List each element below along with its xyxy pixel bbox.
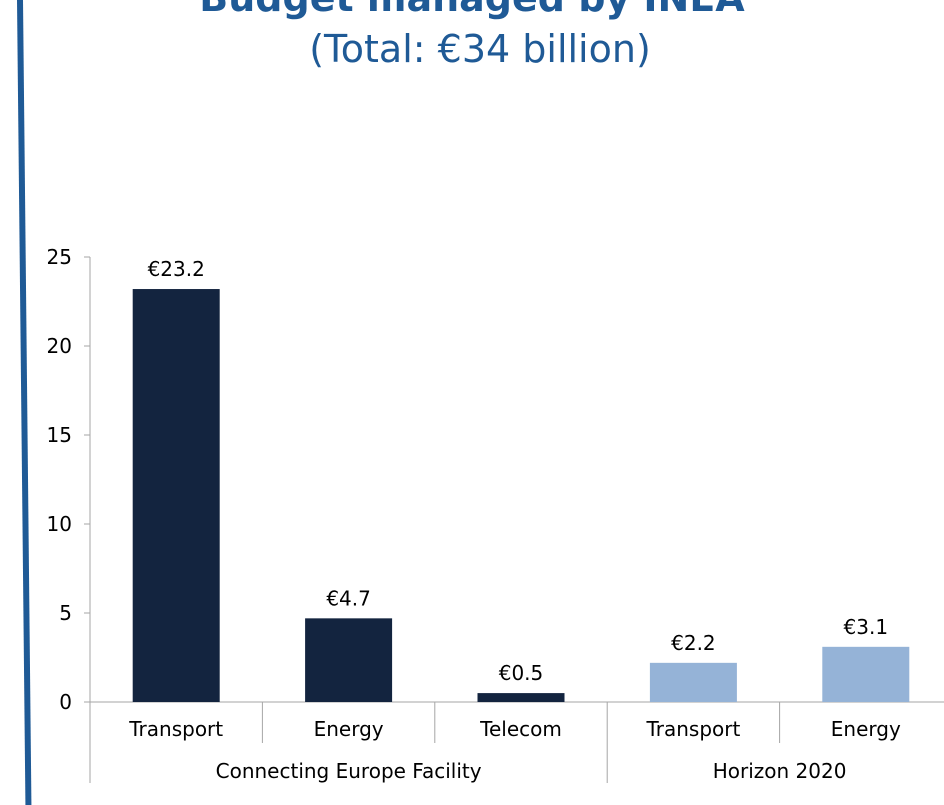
data-label: €0.5 (499, 661, 544, 685)
y-tick-label: 0 (59, 690, 72, 714)
bar (477, 693, 565, 702)
data-label: €23.2 (148, 257, 205, 281)
x-category-label: Telecom (479, 717, 562, 741)
x-category-label: Energy (831, 717, 901, 741)
x-category-label: Energy (314, 717, 384, 741)
x-group-label: Connecting Europe Facility (216, 759, 482, 783)
x-category-label: Transport (128, 717, 223, 741)
x-category-label: Transport (645, 717, 740, 741)
data-label: €4.7 (326, 586, 371, 610)
y-tick-label: 20 (47, 334, 72, 358)
y-tick-label: 15 (47, 423, 72, 447)
bar (649, 662, 737, 702)
bar (822, 646, 910, 702)
bar (132, 289, 220, 702)
y-tick-label: 25 (47, 245, 72, 269)
data-label: €3.1 (844, 615, 889, 639)
data-label: €2.2 (671, 631, 716, 655)
y-tick-label: 10 (47, 512, 72, 536)
chart-title: Budget managed by INEA (0, 0, 944, 20)
x-group-label: Horizon 2020 (713, 759, 847, 783)
bar (305, 618, 393, 702)
chart-subtitle: (Total: €34 billion) (309, 27, 651, 71)
y-tick-label: 5 (59, 601, 72, 625)
